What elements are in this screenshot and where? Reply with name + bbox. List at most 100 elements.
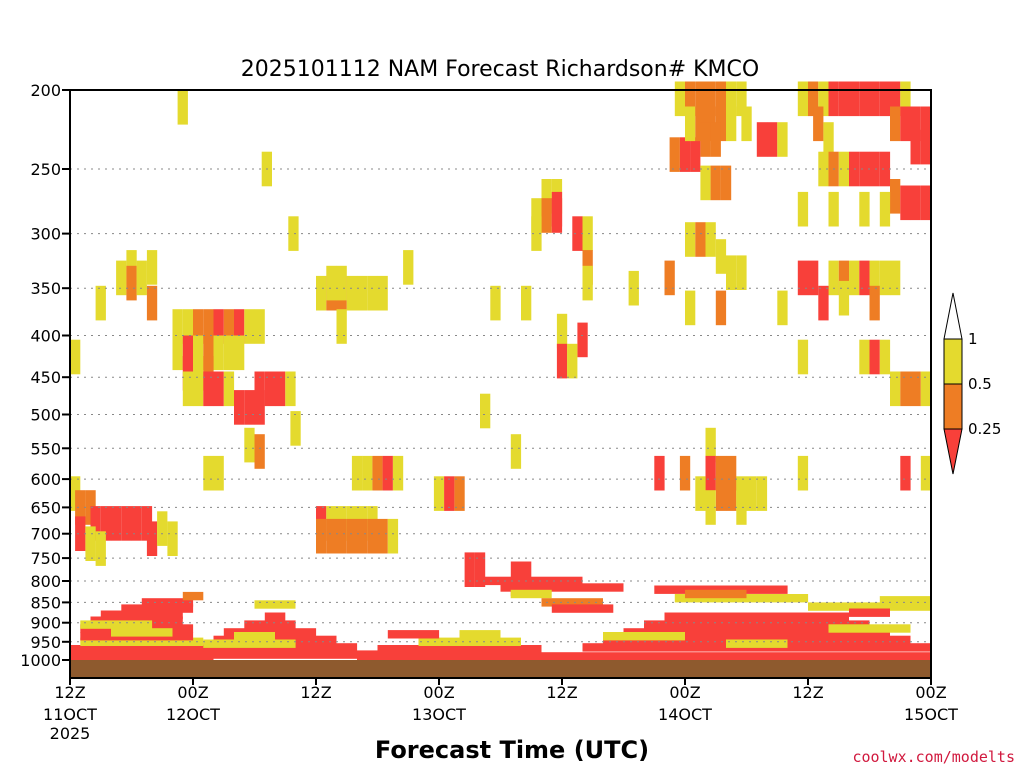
heatmap-cell: [900, 371, 911, 407]
y-tick-label: 900: [30, 614, 61, 633]
heatmap-cell: [726, 106, 737, 142]
heatmap-cell: [444, 476, 455, 511]
heatmap-cell: [70, 339, 81, 375]
heatmap-cell: [849, 260, 860, 296]
heatmap-cell: [480, 393, 491, 429]
heatmap-cell: [808, 81, 819, 117]
y-axis: 200 250 300 350 400 450 500 550 600 650 700 750 800 8…: [20, 81, 70, 670]
heatmap-band: [808, 602, 931, 611]
heatmap-band: [849, 608, 890, 617]
heatmap-cell: [244, 427, 255, 463]
heatmap-cell: [541, 179, 552, 214]
heatmap-cell: [705, 455, 716, 491]
heatmap-cell: [234, 309, 245, 344]
heatmap-cell: [838, 280, 850, 316]
heatmap-cell: [193, 309, 204, 344]
heatmap-band: [879, 596, 932, 605]
heatmap-cell: [869, 339, 880, 375]
heatmap-cell: [823, 122, 834, 157]
heatmap-cell: [377, 275, 388, 311]
heatmap-band: [234, 632, 275, 641]
heatmap-cell: [346, 275, 358, 311]
heatmap-cell: [203, 455, 214, 491]
x-tick-year-label: 2025: [50, 724, 91, 743]
data-cells-layer: [70, 81, 932, 661]
heatmap-band: [264, 612, 286, 621]
heatmap-cell: [715, 81, 727, 117]
heatmap-cell: [213, 309, 224, 344]
heatmap-cell: [879, 81, 891, 117]
heatmap-cell: [172, 335, 183, 371]
heatmap-cell: [808, 260, 819, 296]
heatmap-cell: [157, 511, 168, 546]
legend-bin-0.5-1: [943, 338, 963, 385]
y-tick-label: 400: [30, 327, 61, 346]
heatmap-band: [664, 612, 849, 621]
heatmap-band: [562, 652, 931, 661]
heatmap-cell: [715, 239, 727, 274]
heatmap-cell: [223, 335, 235, 371]
heatmap-cell: [859, 151, 870, 187]
y-tick-label: 500: [30, 406, 61, 425]
heatmap-band: [828, 624, 911, 633]
heatmap-cell: [111, 506, 122, 541]
x-tick-time-label: 12Z: [546, 683, 577, 702]
heatmap-band: [357, 652, 562, 661]
x-tick-time-label: 12Z: [54, 683, 85, 702]
heatmap-cell: [177, 90, 188, 125]
heatmap-cell: [674, 81, 686, 117]
heatmap-band: [244, 620, 296, 629]
heatmap-cell: [146, 521, 158, 556]
legend-level-label: 0.5: [968, 375, 992, 393]
y-tick-label: 850: [30, 593, 61, 612]
heatmap-cell: [679, 455, 691, 491]
heatmap-cell: [346, 518, 358, 554]
heatmap-cell: [146, 285, 158, 321]
heatmap-cell: [669, 137, 680, 172]
legend-bin-above-1: [943, 292, 963, 340]
credit-link[interactable]: coolwx.com/modelts: [852, 748, 1015, 766]
y-tick-label: 700: [30, 525, 61, 544]
heatmap-cell: [275, 371, 286, 407]
heatmap-band: [100, 610, 183, 619]
heatmap-cell: [890, 260, 901, 296]
heatmap-cell: [510, 434, 522, 469]
heatmap-cell: [357, 518, 368, 554]
heatmap-cell: [797, 260, 809, 296]
heatmap-cell: [172, 309, 183, 344]
heatmap-cell: [474, 552, 486, 587]
heatmap-cell: [182, 371, 194, 407]
heatmap-cell: [920, 455, 932, 491]
plot-frame: [69, 89, 932, 679]
heatmap-cell: [797, 81, 809, 117]
heatmap-cell: [244, 309, 255, 344]
heatmap-cell: [326, 518, 337, 554]
heatmap-cell: [695, 476, 706, 511]
heatmap-cell: [726, 476, 737, 511]
heatmap-cell: [193, 371, 204, 407]
heatmap-band: [726, 639, 788, 648]
heatmap-cell: [685, 290, 696, 326]
heatmap-band: [80, 620, 153, 629]
heatmap-cell: [203, 309, 214, 344]
heatmap-cell: [679, 137, 691, 172]
heatmap-cell: [551, 191, 563, 227]
heatmap-cell: [95, 531, 106, 566]
y-tick-label: 600: [30, 470, 61, 489]
x-tick-time-label: 00Z: [915, 683, 946, 702]
surface-ground-band: [70, 660, 931, 678]
heatmap-cell: [203, 371, 214, 407]
heatmap-cell: [720, 165, 732, 201]
heatmap-cell: [464, 552, 475, 587]
heatmap-cell: [316, 275, 327, 311]
heatmap-cell: [454, 476, 465, 511]
heatmap-cell: [316, 518, 327, 554]
heatmap-cell: [726, 455, 737, 491]
heatmap-cell: [336, 518, 347, 554]
heatmap-cell: [131, 506, 142, 541]
heatmap-cell: [710, 122, 721, 157]
y-tick-label: 350: [30, 279, 61, 298]
heatmap-cell: [920, 371, 932, 407]
heatmap-cell: [387, 518, 399, 554]
y-tick-label: 450: [30, 368, 61, 387]
